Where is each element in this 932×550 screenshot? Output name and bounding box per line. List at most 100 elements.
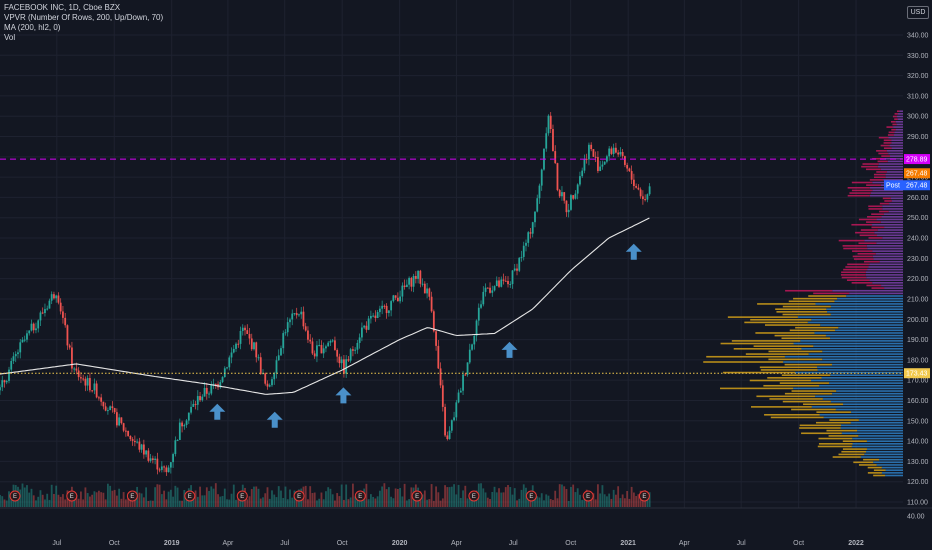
price-axis[interactable]: 40.00 110.00 120.00 130.00 140.00 150.00 160.0… xyxy=(907,33,929,521)
volume-profile xyxy=(703,110,903,477)
volume-bar xyxy=(210,486,213,507)
candle-body xyxy=(93,383,96,391)
volume-bar xyxy=(82,499,85,507)
candle-body xyxy=(80,377,82,379)
volume-bar xyxy=(100,492,103,507)
time-axis[interactable]: Jul Oct 2019 Apr Jul Oct 2020 Apr Jul Oct 2021 Apr J… xyxy=(52,540,864,547)
currency-badge[interactable]: USD xyxy=(907,6,929,19)
volume-bar xyxy=(232,484,235,507)
price-tags: 278.89 173.43 267.48 Post 267.48 xyxy=(884,154,930,379)
earnings-icon xyxy=(354,490,366,502)
profile-row-up xyxy=(888,152,903,155)
candle-body xyxy=(606,156,608,162)
candle-body xyxy=(399,296,402,302)
volume-bar xyxy=(421,494,424,507)
profile-row-up xyxy=(841,432,903,435)
profile-row-down xyxy=(838,239,865,242)
volume-bar xyxy=(21,483,24,507)
profile-row-down xyxy=(883,142,892,144)
profile-row-down xyxy=(863,458,880,461)
profile-row-down xyxy=(868,205,883,208)
candle-body xyxy=(291,313,294,320)
profile-row-up xyxy=(834,300,903,303)
volume-bar xyxy=(268,498,271,507)
profile-row-up xyxy=(858,435,903,437)
candle-body xyxy=(369,315,372,319)
volume-bar xyxy=(271,490,273,507)
candle-body xyxy=(277,355,280,361)
candle-body xyxy=(181,422,183,427)
candle-body xyxy=(345,359,348,374)
profile-row-up xyxy=(851,411,903,413)
profile-row-up xyxy=(867,247,903,250)
profile-row-up xyxy=(869,279,903,281)
volume-bar xyxy=(75,494,78,507)
price-tick-label: 230.00 xyxy=(907,256,929,263)
candle-body xyxy=(228,357,231,368)
candle-body xyxy=(109,406,112,411)
volume-bar xyxy=(104,499,107,507)
candle-body xyxy=(525,242,527,246)
volume-bar xyxy=(626,490,629,507)
volume-bar xyxy=(318,498,321,507)
profile-row-down xyxy=(764,324,821,326)
profile-row-down xyxy=(859,234,877,237)
volume-bar xyxy=(540,493,543,507)
time-tick-label: Apr xyxy=(679,540,691,547)
candle-body xyxy=(623,156,626,165)
profile-row-down xyxy=(890,121,896,123)
legend-symbol[interactable]: FACEBOOK INC, 1D, Cboe BZX xyxy=(4,3,121,12)
volume-bar xyxy=(50,484,53,507)
candle-body xyxy=(1,380,4,388)
candle-body xyxy=(185,420,188,425)
price-tick-label: 290.00 xyxy=(907,134,929,141)
candle-body xyxy=(392,295,395,302)
legend-vpvr[interactable]: VPVR (Number Of Rows, 200, Up/Down, 70) xyxy=(4,13,164,22)
candle-body xyxy=(626,164,629,169)
candle-body xyxy=(163,466,165,468)
profile-row-up xyxy=(822,350,903,353)
profile-row-up xyxy=(860,456,903,458)
profile-row-up xyxy=(793,387,903,390)
legend-ma[interactable]: MA (200, hl2, 0) xyxy=(4,23,61,32)
volume-bar xyxy=(482,488,485,507)
arrow-up-icon xyxy=(266,411,283,428)
volume-bar xyxy=(352,483,354,507)
profile-row-up xyxy=(821,377,903,379)
profile-row-up xyxy=(870,192,903,194)
volume-bar xyxy=(361,500,363,507)
candle-body xyxy=(354,349,357,351)
candle-body xyxy=(385,305,388,314)
volume-bar xyxy=(219,496,222,507)
volume-bar xyxy=(529,499,532,507)
candle-body xyxy=(77,370,80,378)
arrow-up-icon xyxy=(501,341,518,358)
profile-row-down xyxy=(784,392,833,395)
candle-body xyxy=(329,340,332,343)
volume-bar xyxy=(77,498,80,507)
profile-row-down xyxy=(867,216,882,218)
volume-bar xyxy=(208,490,210,507)
candle-body xyxy=(513,268,516,271)
candle-body xyxy=(628,168,631,172)
candle-body xyxy=(538,185,541,199)
candle-body xyxy=(347,359,350,361)
profile-row-down xyxy=(838,453,865,456)
profile-row-up xyxy=(869,194,903,197)
price-tick-label: 210.00 xyxy=(907,296,929,303)
candle-body xyxy=(158,469,161,471)
price-line-tag xyxy=(904,368,930,379)
candle-body xyxy=(255,342,258,358)
legend-vol[interactable]: Vol xyxy=(4,33,16,42)
profile-row-up xyxy=(876,242,903,245)
candle-body xyxy=(167,467,170,473)
volume-bar xyxy=(381,486,384,507)
profile-row-down xyxy=(849,192,871,194)
volume-bar xyxy=(556,498,559,507)
profile-row-up xyxy=(869,263,903,266)
profile-row-up xyxy=(864,453,903,456)
candle-body xyxy=(219,382,222,388)
volume-bar xyxy=(84,487,87,507)
volume-bar xyxy=(376,496,379,507)
